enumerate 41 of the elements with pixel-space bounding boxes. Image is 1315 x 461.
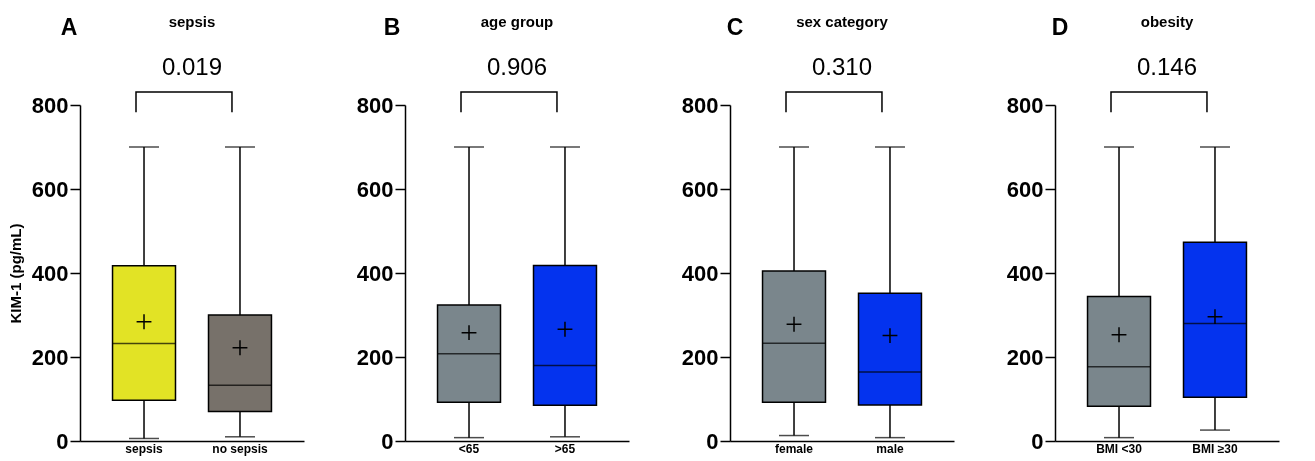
text: A — [60, 14, 78, 41]
text: 0.146 — [1136, 53, 1198, 80]
y-tick-label: 0 — [381, 428, 394, 454]
x-tick-label: >65 — [554, 441, 576, 456]
y-axis-title: KIM-1 (pg/mL) — [6, 223, 24, 324]
chart-title: age group — [480, 13, 554, 30]
y-tick-label: 600 — [31, 176, 69, 202]
x-tick-label: BMI <30 — [1096, 441, 1143, 456]
text: 0.019 — [161, 53, 223, 80]
y-tick-label: 600 — [681, 176, 719, 202]
chart-title: obesity — [1140, 13, 1194, 30]
y-tick-label: 0 — [56, 428, 69, 454]
y-tick-label: 800 — [356, 92, 394, 118]
y-tick-label: 200 — [681, 344, 719, 370]
y-tick-label: 800 — [31, 92, 69, 118]
y-tick-label: 200 — [356, 344, 394, 370]
y-tick-label: 600 — [1006, 176, 1044, 202]
x-tick-label: female — [775, 441, 814, 456]
y-tick-label: 400 — [31, 260, 69, 286]
text: 0.310 — [811, 53, 873, 80]
x-tick-label: <65 — [458, 441, 480, 456]
x-tick-label: BMI ≥30 — [1192, 441, 1238, 456]
x-tick-label: male — [876, 441, 904, 456]
x-tick-label: sepsis — [125, 441, 164, 456]
text: 0.906 — [486, 53, 548, 80]
text: C — [726, 14, 744, 41]
y-tick-label: 0 — [1031, 428, 1044, 454]
y-tick-label: 200 — [31, 344, 69, 370]
y-tick-label: 400 — [1006, 260, 1044, 286]
y-tick-label: 400 — [356, 260, 394, 286]
y-tick-label: 0 — [706, 428, 719, 454]
y-tick-label: 800 — [681, 92, 719, 118]
y-tick-label: 800 — [1006, 92, 1044, 118]
x-tick-label: no sepsis — [212, 441, 268, 456]
text: D — [1051, 14, 1069, 41]
chart-title: sepsis — [168, 13, 216, 30]
text: B — [383, 14, 401, 41]
y-tick-label: 600 — [356, 176, 394, 202]
y-tick-label: 400 — [681, 260, 719, 286]
chart-title: sex category — [796, 13, 889, 30]
y-tick-label: 200 — [1006, 344, 1044, 370]
